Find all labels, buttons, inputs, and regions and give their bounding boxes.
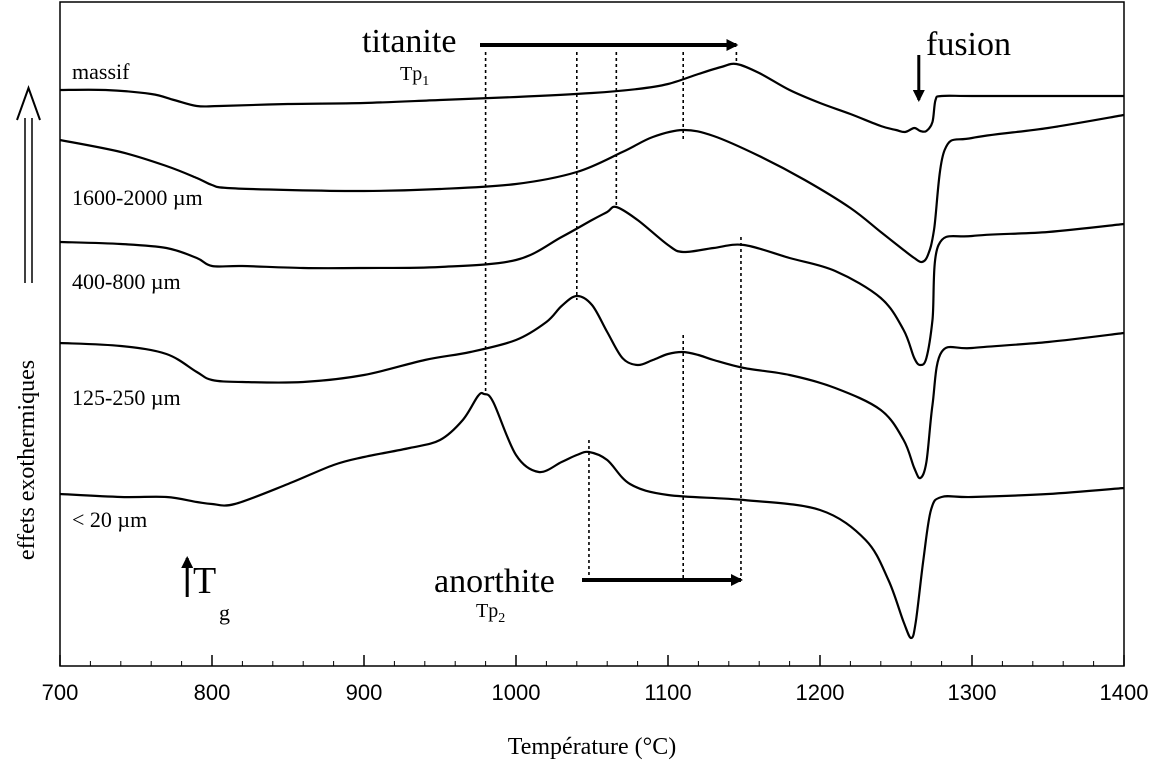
x-tick-label: 700 <box>42 680 79 705</box>
curve-1 <box>59 113 1125 264</box>
x-axis-label: Température (°C) <box>508 734 677 760</box>
y-axis-label: effets exothermiques <box>14 360 40 560</box>
exotherm-direction-arrow <box>16 85 41 283</box>
tg-annotation: T g <box>181 556 230 625</box>
fusion-label: fusion <box>926 26 1011 63</box>
anorthite-label: anorthite <box>434 563 555 600</box>
curve-3 <box>59 294 1125 480</box>
tg-sub-label: g <box>219 600 230 625</box>
x-tick-label: 1400 <box>1100 680 1149 705</box>
x-tick-label: 1100 <box>644 680 691 705</box>
anorthite-annotation: anorthite Tp2 <box>434 563 743 626</box>
curve-label: 125-250 µm <box>72 385 181 410</box>
x-tick-label: 1300 <box>948 680 997 705</box>
curve-label: massif <box>72 59 130 84</box>
titanite-tp-label: Tp1 <box>400 63 429 89</box>
fusion-annotation: fusion <box>912 26 1011 102</box>
tg-label: T <box>193 560 216 602</box>
anorthite-tp-label: Tp2 <box>476 600 505 626</box>
curve-0 <box>59 62 1124 134</box>
x-tick-label: 1200 <box>796 680 845 705</box>
curve-2 <box>59 205 1125 367</box>
curve-label: < 20 µm <box>72 507 147 532</box>
plot-frame <box>59 1 1125 667</box>
dta-curves <box>59 62 1125 640</box>
curve-label: 400-800 µm <box>72 269 181 294</box>
curve-label: 1600-2000 µm <box>72 185 203 210</box>
x-tick-label: 800 <box>194 680 231 705</box>
x-tick-label: 1000 <box>492 680 541 705</box>
titanite-annotation: titanite Tp1 <box>362 23 739 89</box>
titanite-label: titanite <box>362 23 456 60</box>
curve-4 <box>59 391 1125 640</box>
x-axis: 700 800 900 1000 1100 1200 1300 1400 <box>42 655 1149 705</box>
curve-labels: massif 1600-2000 µm 400-800 µm 125-250 µm < … <box>72 59 203 532</box>
x-tick-label: 900 <box>346 680 383 705</box>
peak-marker-lines <box>484 52 742 580</box>
